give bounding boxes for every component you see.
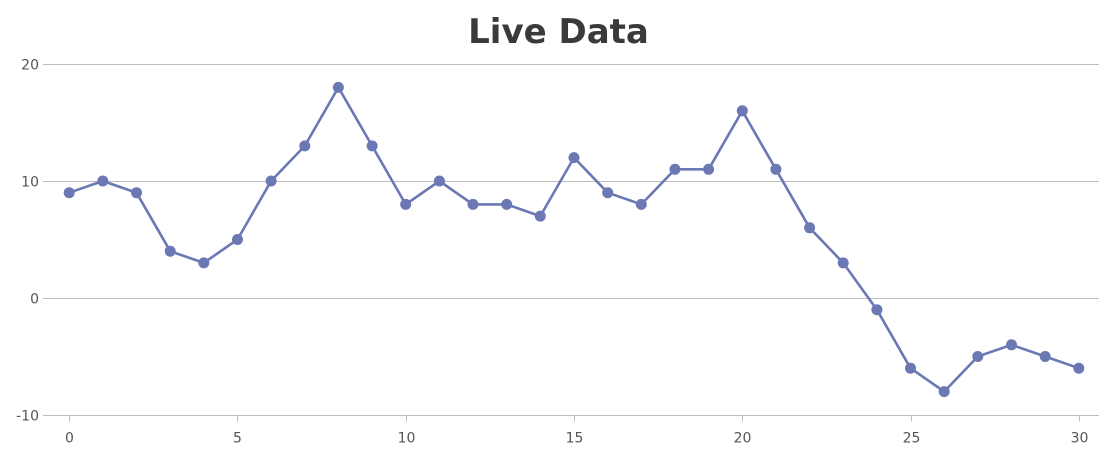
- data-point[interactable]: [131, 187, 142, 199]
- series-layer: [63, 81, 1085, 398]
- axis-layer: -10 0 10 20 0 5 10 15 20 25 30: [16, 58, 1099, 447]
- series-line: [68, 86, 1080, 393]
- chart-title: Live Data: [468, 12, 649, 52]
- y-tick-label: 0: [30, 292, 39, 308]
- x-tick-label: 20: [734, 431, 752, 447]
- data-point[interactable]: [97, 175, 109, 187]
- data-point[interactable]: [602, 187, 614, 199]
- x-tick-label: 10: [398, 431, 416, 447]
- data-point[interactable]: [972, 351, 984, 362]
- data-point[interactable]: [736, 105, 748, 117]
- data-point[interactable]: [804, 222, 816, 234]
- y-tick-label: 20: [21, 58, 39, 74]
- data-point[interactable]: [433, 175, 445, 187]
- data-point[interactable]: [770, 163, 782, 175]
- x-tick-label: 30: [1071, 431, 1089, 447]
- x-tick-label: 25: [903, 431, 921, 447]
- x-tick-label: 0: [65, 431, 74, 447]
- data-point[interactable]: [232, 234, 243, 245]
- data-point[interactable]: [568, 152, 580, 164]
- data-point[interactable]: [299, 140, 311, 152]
- data-point[interactable]: [1073, 362, 1085, 374]
- data-point[interactable]: [905, 362, 916, 374]
- data-point[interactable]: [837, 257, 849, 269]
- data-point[interactable]: [938, 386, 950, 398]
- data-point[interactable]: [501, 198, 513, 210]
- data-point[interactable]: [400, 198, 412, 210]
- data-point[interactable]: [332, 81, 344, 93]
- x-tick-label: 5: [233, 431, 242, 447]
- x-tick-label: 15: [566, 431, 584, 447]
- data-point[interactable]: [1039, 351, 1051, 362]
- data-point[interactable]: [265, 175, 277, 187]
- data-point[interactable]: [534, 210, 546, 222]
- grid-layer: [49, 64, 1099, 299]
- data-point[interactable]: [467, 198, 479, 210]
- data-point[interactable]: [635, 198, 647, 210]
- data-point[interactable]: [366, 140, 378, 152]
- data-point[interactable]: [871, 304, 883, 316]
- data-point[interactable]: [63, 187, 75, 199]
- data-point[interactable]: [198, 257, 210, 269]
- data-point[interactable]: [164, 245, 176, 257]
- y-tick-label: -10: [16, 409, 39, 425]
- data-point[interactable]: [669, 163, 681, 175]
- data-point[interactable]: [1006, 339, 1017, 351]
- y-tick-label: 10: [21, 175, 39, 191]
- data-point[interactable]: [703, 163, 715, 175]
